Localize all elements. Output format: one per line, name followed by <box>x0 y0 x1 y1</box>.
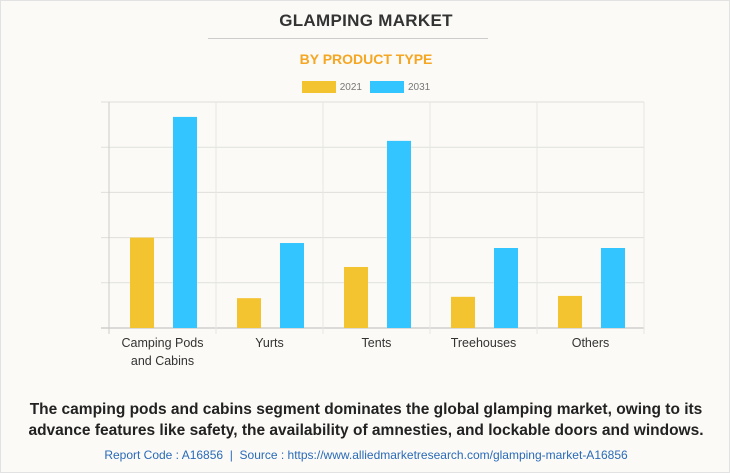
title-divider <box>208 38 488 39</box>
chart-subtitle: BY PRODUCT TYPE <box>299 51 433 67</box>
legend-label: 2031 <box>408 81 431 93</box>
x-tick-label: Treehouses <box>451 336 517 350</box>
chart-title: GLAMPING MARKET <box>279 11 453 30</box>
legend-item-2031[interactable]: 2031 <box>370 81 430 93</box>
bar-2021 <box>130 237 154 328</box>
bar-2021 <box>344 266 368 328</box>
x-tick-label: Yurts <box>255 336 284 350</box>
source-line[interactable]: Report Code : A16856 | Source : https://… <box>104 448 628 462</box>
bar-2031 <box>387 140 411 328</box>
bar-2021 <box>558 295 582 328</box>
bar-2031 <box>494 247 518 328</box>
legend: 2021 2031 <box>1 81 730 93</box>
legend-label: 2021 <box>339 81 362 93</box>
bar-2031 <box>280 243 304 328</box>
x-tick-label: Others <box>572 336 610 350</box>
x-tick-label: Tents <box>362 336 392 350</box>
legend-swatch <box>370 81 404 93</box>
legend-swatch <box>301 81 336 93</box>
bar-2031 <box>601 247 625 328</box>
legend-item-2021[interactable]: 2021 <box>301 81 362 93</box>
bar-2031 <box>173 116 197 328</box>
chart-summary: The camping pods and cabins segment domi… <box>28 401 704 439</box>
x-tick-label: Camping Pods <box>122 336 204 350</box>
bar-2021 <box>237 298 261 328</box>
bar-2021 <box>451 296 475 328</box>
x-tick-label: and Cabins <box>131 354 194 368</box>
bar-chart: Camping Pods and Cabins Yurts Tents Treehous… <box>101 101 645 368</box>
